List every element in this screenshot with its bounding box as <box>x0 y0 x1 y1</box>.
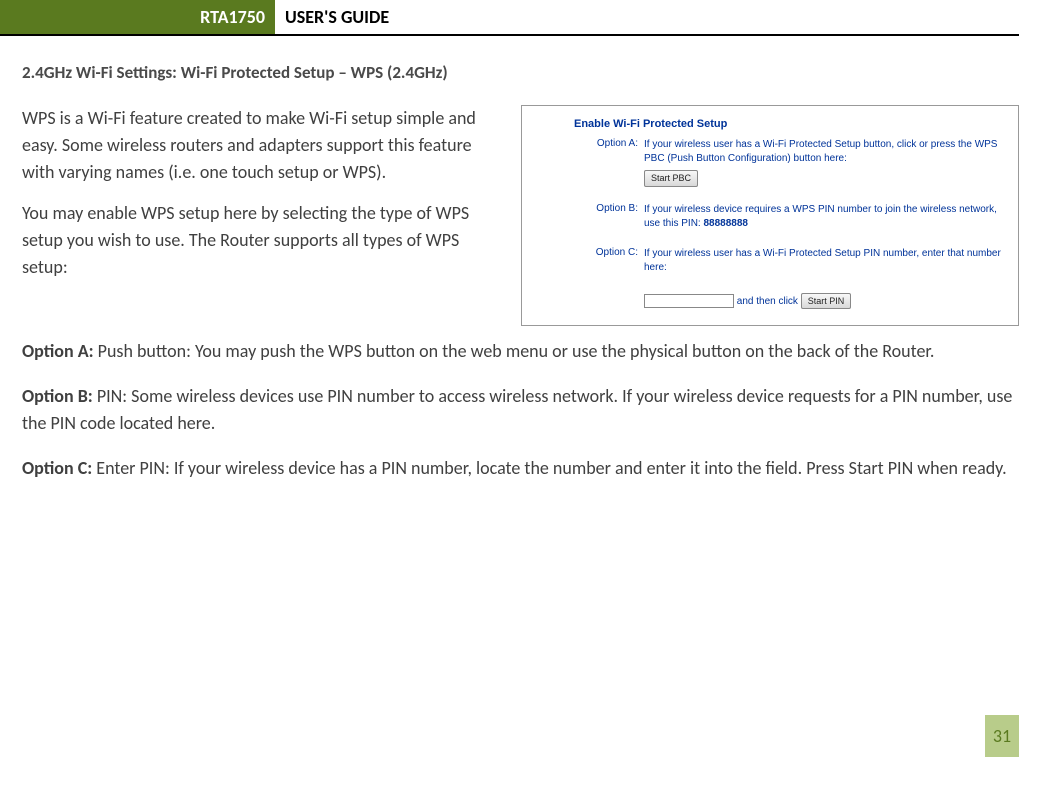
wps-optC-label: Option C: <box>534 247 644 310</box>
page-number: 31 <box>985 715 1019 757</box>
wps-optB-text: If your wireless device requires a WPS P… <box>644 204 997 229</box>
wps-optA-desc: If your wireless user has a Wi-Fi Protec… <box>644 138 1006 187</box>
wps-screenshot: Enable Wi-Fi Protected Setup Option A: I… <box>521 105 1019 326</box>
option-c-label: Option C: <box>22 457 96 479</box>
wps-optC-mid: and then click <box>737 296 801 307</box>
intro-row: WPS is a Wi-Fi feature created to make W… <box>22 105 1019 326</box>
option-a-paragraph: Option A: Push button: You may push the … <box>0 338 1041 365</box>
section-heading: 2.4GHz Wi-Fi Settings: Wi-Fi Protected S… <box>22 62 1019 83</box>
wps-option-c: Option C: If your wireless user has a Wi… <box>534 247 1006 310</box>
start-pin-button[interactable]: Start PIN <box>801 293 852 310</box>
wps-option-a: Option A: If your wireless user has a Wi… <box>534 138 1006 187</box>
intro-p2: You may enable WPS setup here by selecti… <box>22 200 507 281</box>
option-b-paragraph: Option B: PIN: Some wireless devices use… <box>0 383 1041 437</box>
intro-p1: WPS is a Wi-Fi feature created to make W… <box>22 105 507 186</box>
wps-optC-text: If your wireless user has a Wi-Fi Protec… <box>644 248 1001 273</box>
wps-optA-label: Option A: <box>534 138 644 187</box>
option-a-label: Option A: <box>22 340 98 362</box>
option-b-label: Option B: <box>22 385 97 407</box>
page-header: RTA1750 USER'S GUIDE <box>0 0 1019 36</box>
wps-pin-input[interactable] <box>644 294 734 308</box>
page-content: 2.4GHz Wi-Fi Settings: Wi-Fi Protected S… <box>0 36 1041 326</box>
wps-optC-desc: If your wireless user has a Wi-Fi Protec… <box>644 247 1006 310</box>
wps-option-b: Option B: If your wireless device requir… <box>534 203 1006 231</box>
wps-optB-desc: If your wireless device requires a WPS P… <box>644 203 1006 231</box>
option-c-paragraph: Option C: Enter PIN: If your wireless de… <box>0 455 1041 482</box>
start-pbc-button[interactable]: Start PBC <box>644 170 698 187</box>
header-title: USER'S GUIDE <box>275 0 1019 34</box>
wps-title: Enable Wi-Fi Protected Setup <box>574 118 1006 130</box>
header-product: RTA1750 <box>0 0 275 34</box>
option-b-text: PIN: Some wireless devices use PIN numbe… <box>22 385 1012 434</box>
option-a-text: Push button: You may push the WPS button… <box>98 340 935 362</box>
wps-optB-label: Option B: <box>534 203 644 231</box>
wps-pin-value: 88888888 <box>703 218 748 229</box>
wps-optA-text: If your wireless user has a Wi-Fi Protec… <box>644 139 997 164</box>
intro-text: WPS is a Wi-Fi feature created to make W… <box>22 105 507 326</box>
option-c-text: Enter PIN: If your wireless device has a… <box>96 457 1006 479</box>
